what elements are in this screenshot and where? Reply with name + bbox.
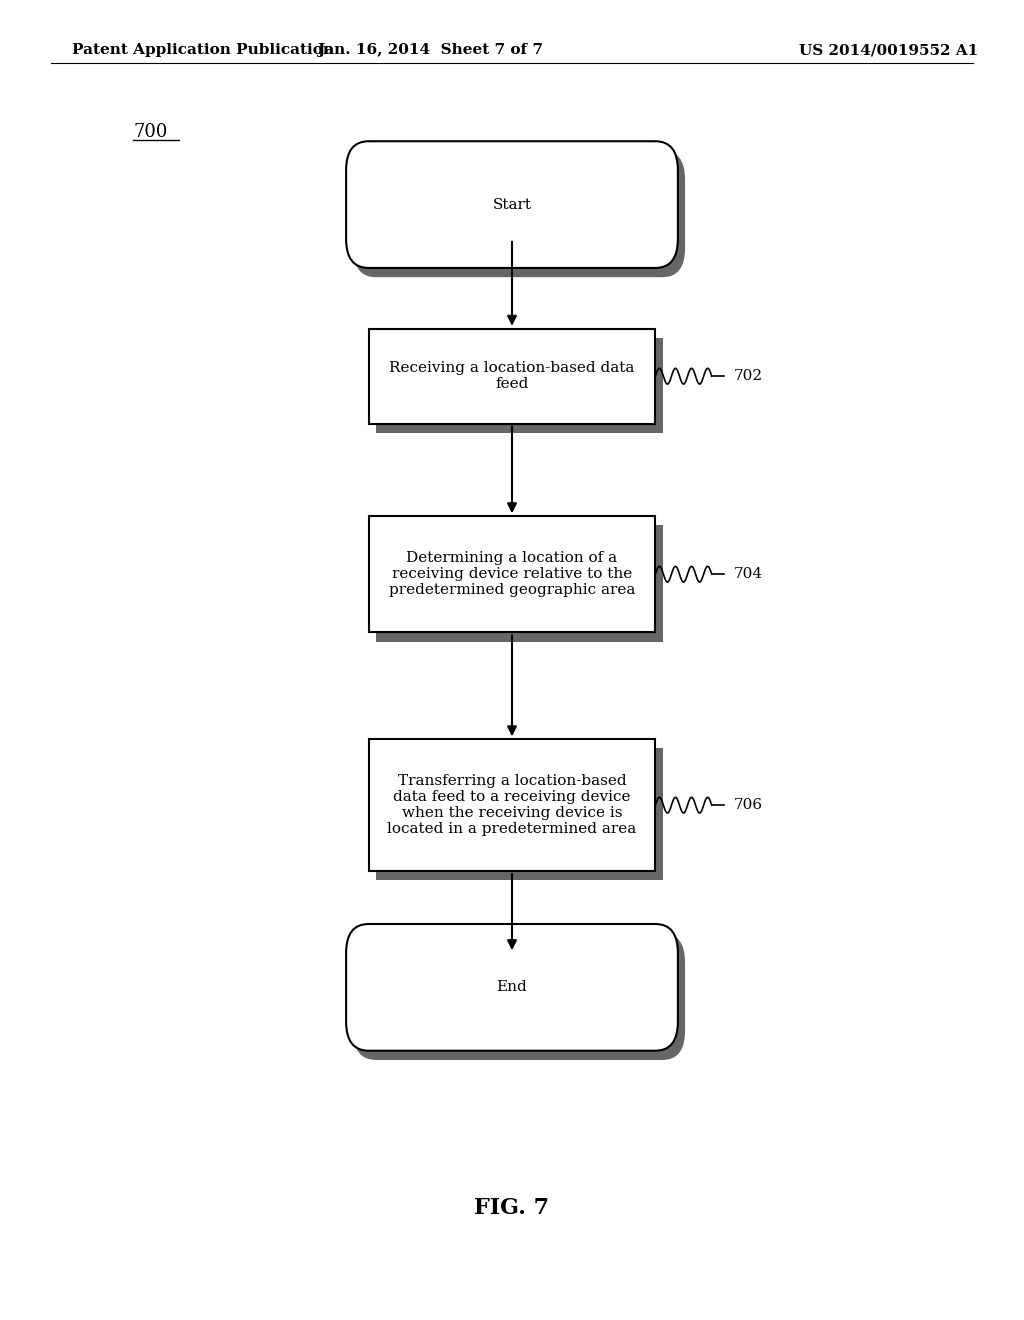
Text: Receiving a location-based data
feed: Receiving a location-based data feed [389, 362, 635, 391]
Text: Start: Start [493, 198, 531, 211]
FancyBboxPatch shape [369, 739, 655, 871]
FancyBboxPatch shape [346, 924, 678, 1051]
FancyBboxPatch shape [353, 933, 685, 1060]
Text: Jan. 16, 2014  Sheet 7 of 7: Jan. 16, 2014 Sheet 7 of 7 [317, 44, 543, 57]
FancyBboxPatch shape [346, 141, 678, 268]
FancyBboxPatch shape [369, 329, 655, 424]
FancyBboxPatch shape [369, 516, 655, 632]
FancyBboxPatch shape [376, 338, 663, 433]
FancyBboxPatch shape [353, 150, 685, 277]
Text: 702: 702 [734, 370, 763, 383]
Text: Transferring a location-based
data feed to a receiving device
when the receiving: Transferring a location-based data feed … [387, 774, 637, 837]
Text: End: End [497, 981, 527, 994]
Text: US 2014/0019552 A1: US 2014/0019552 A1 [799, 44, 978, 57]
FancyBboxPatch shape [376, 748, 663, 880]
Text: Patent Application Publication: Patent Application Publication [72, 44, 334, 57]
FancyBboxPatch shape [376, 525, 663, 642]
Text: 700: 700 [133, 123, 168, 141]
Text: FIG. 7: FIG. 7 [474, 1197, 550, 1218]
Text: 704: 704 [734, 568, 763, 581]
Text: 706: 706 [734, 799, 763, 812]
Text: Determining a location of a
receiving device relative to the
predetermined geogr: Determining a location of a receiving de… [389, 550, 635, 598]
